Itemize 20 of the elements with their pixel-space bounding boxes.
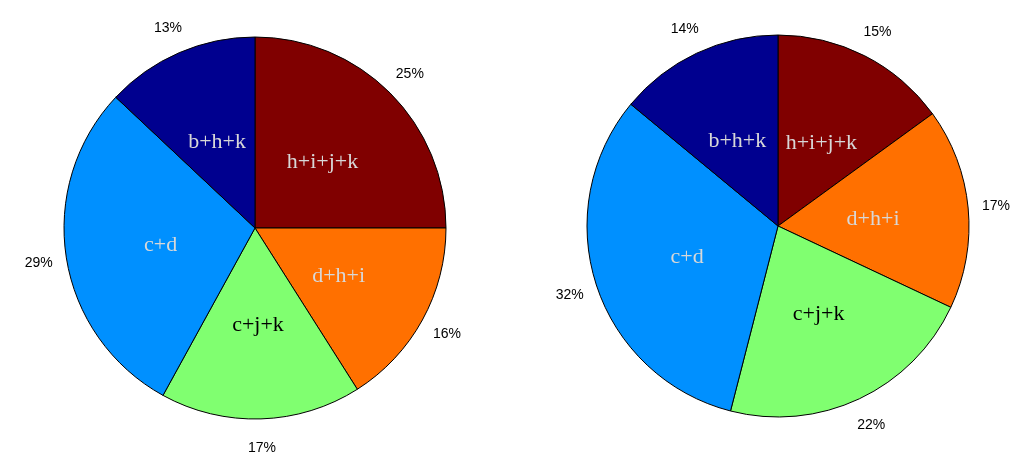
slice-label: b+h+k bbox=[708, 127, 767, 153]
data-label: 32% bbox=[555, 285, 584, 302]
slice-label: c+d bbox=[670, 243, 704, 269]
slice-label: b+h+k bbox=[188, 128, 246, 154]
data-label: 13% bbox=[154, 18, 183, 35]
data-label: 25% bbox=[395, 65, 424, 82]
data-label: 22% bbox=[857, 416, 886, 433]
slice-label: d+h+i bbox=[312, 261, 366, 287]
data-label: 29% bbox=[24, 254, 53, 271]
slice-label: c+d bbox=[144, 230, 178, 256]
slice-label: h+i+j+k bbox=[785, 128, 858, 154]
data-label: 17% bbox=[247, 438, 276, 455]
data-label: 17% bbox=[982, 197, 1011, 214]
data-label: 15% bbox=[863, 22, 892, 39]
slice-label: h+i+j+k bbox=[286, 148, 359, 174]
data-label: 16% bbox=[432, 325, 461, 342]
slice-label: c+j+k bbox=[232, 311, 284, 337]
slice-label: c+j+k bbox=[792, 300, 845, 326]
slice-label: d+h+i bbox=[846, 204, 900, 230]
data-label: 14% bbox=[670, 19, 699, 36]
